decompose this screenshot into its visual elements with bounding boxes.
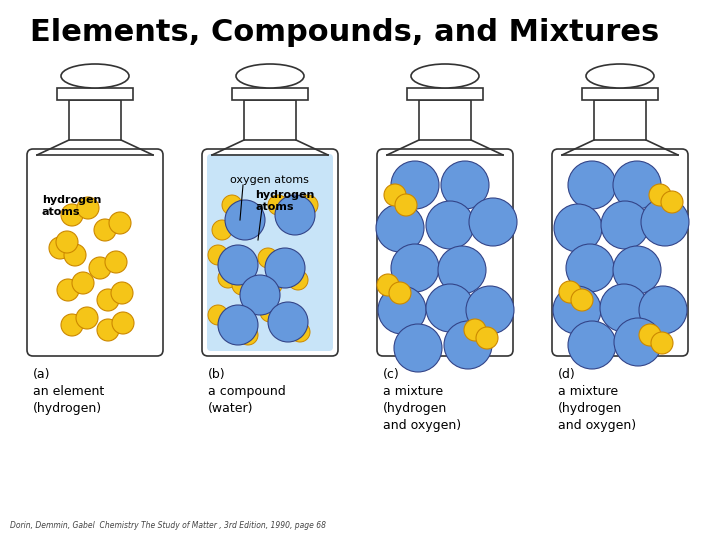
Circle shape <box>109 212 131 234</box>
Circle shape <box>61 314 83 336</box>
Circle shape <box>208 305 228 325</box>
Circle shape <box>49 237 71 259</box>
Ellipse shape <box>236 64 304 88</box>
Text: hydrogen
atoms: hydrogen atoms <box>255 190 315 212</box>
Circle shape <box>212 220 232 240</box>
Text: hydrogen
atoms: hydrogen atoms <box>42 195 102 217</box>
Circle shape <box>441 161 489 209</box>
Bar <box>582 88 658 100</box>
Circle shape <box>391 244 439 292</box>
Circle shape <box>464 319 486 341</box>
Circle shape <box>298 195 318 215</box>
Circle shape <box>94 219 116 241</box>
Circle shape <box>571 289 593 311</box>
Text: Elements, Compounds, and Mixtures: Elements, Compounds, and Mixtures <box>30 18 660 47</box>
Circle shape <box>466 286 514 334</box>
Circle shape <box>384 184 406 206</box>
FancyBboxPatch shape <box>207 154 333 351</box>
Circle shape <box>268 195 288 215</box>
Circle shape <box>394 324 442 372</box>
Circle shape <box>111 282 133 304</box>
Circle shape <box>232 275 252 295</box>
Circle shape <box>105 251 127 273</box>
Circle shape <box>56 231 78 253</box>
Circle shape <box>389 282 411 304</box>
Circle shape <box>238 325 258 345</box>
Circle shape <box>378 286 426 334</box>
Circle shape <box>268 302 308 342</box>
Circle shape <box>391 161 439 209</box>
Circle shape <box>426 284 474 332</box>
Circle shape <box>614 318 662 366</box>
Bar <box>594 100 646 140</box>
Circle shape <box>218 268 238 288</box>
Text: (d)
a mixture
(hydrogen
and oxygen): (d) a mixture (hydrogen and oxygen) <box>558 368 636 432</box>
Circle shape <box>476 327 498 349</box>
Circle shape <box>554 204 602 252</box>
Circle shape <box>77 197 99 219</box>
Circle shape <box>288 270 308 290</box>
Circle shape <box>613 246 661 294</box>
Circle shape <box>97 289 119 311</box>
Circle shape <box>218 245 258 285</box>
Circle shape <box>639 286 687 334</box>
Text: (b)
a compound
(water): (b) a compound (water) <box>208 368 286 415</box>
Circle shape <box>649 184 671 206</box>
Circle shape <box>61 204 83 226</box>
Circle shape <box>568 161 616 209</box>
Circle shape <box>258 248 278 268</box>
Circle shape <box>566 244 614 292</box>
Circle shape <box>601 201 649 249</box>
Text: (c)
a mixture
(hydrogen
and oxygen): (c) a mixture (hydrogen and oxygen) <box>383 368 461 432</box>
Circle shape <box>469 198 517 246</box>
Bar <box>69 100 121 140</box>
Circle shape <box>553 286 601 334</box>
Circle shape <box>72 272 94 294</box>
Circle shape <box>76 307 98 329</box>
Ellipse shape <box>61 64 129 88</box>
Bar <box>244 100 296 140</box>
Circle shape <box>426 201 474 249</box>
Bar <box>57 88 133 100</box>
Circle shape <box>260 302 280 322</box>
Circle shape <box>613 161 661 209</box>
Circle shape <box>641 198 689 246</box>
Circle shape <box>661 191 683 213</box>
Circle shape <box>275 195 315 235</box>
Circle shape <box>265 248 305 288</box>
Circle shape <box>64 244 86 266</box>
Text: (a)
an element
(hydrogen): (a) an element (hydrogen) <box>33 368 104 415</box>
Text: Dorin, Demmin, Gabel  Chemistry The Study of Matter , 3rd Edition, 1990, page 68: Dorin, Demmin, Gabel Chemistry The Study… <box>10 521 326 530</box>
Circle shape <box>568 321 616 369</box>
Text: oxygen atoms: oxygen atoms <box>230 175 309 185</box>
Circle shape <box>559 281 581 303</box>
Circle shape <box>395 194 417 216</box>
Bar <box>419 100 471 140</box>
Circle shape <box>208 245 228 265</box>
Circle shape <box>444 321 492 369</box>
Circle shape <box>225 200 265 240</box>
Circle shape <box>240 275 280 315</box>
Circle shape <box>222 195 242 215</box>
Circle shape <box>89 257 111 279</box>
Ellipse shape <box>411 64 479 88</box>
Bar <box>232 88 308 100</box>
Bar <box>407 88 483 100</box>
Circle shape <box>112 312 134 334</box>
Circle shape <box>57 279 79 301</box>
Circle shape <box>377 274 399 296</box>
Circle shape <box>651 332 673 354</box>
Circle shape <box>438 246 486 294</box>
Circle shape <box>600 284 648 332</box>
Circle shape <box>97 319 119 341</box>
Circle shape <box>218 305 258 345</box>
Circle shape <box>639 324 661 346</box>
Circle shape <box>290 322 310 342</box>
Circle shape <box>376 204 424 252</box>
Circle shape <box>262 275 282 295</box>
Ellipse shape <box>586 64 654 88</box>
